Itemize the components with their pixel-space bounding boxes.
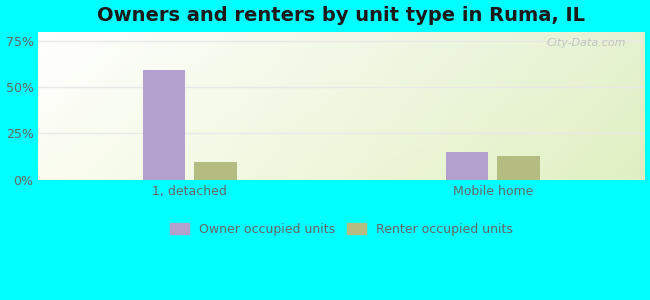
Bar (446, 152, 488, 180)
Bar (194, 161, 237, 180)
Bar (143, 70, 185, 180)
Text: City-Data.com: City-Data.com (547, 38, 626, 48)
Title: Owners and renters by unit type in Ruma, IL: Owners and renters by unit type in Ruma,… (98, 6, 586, 25)
Legend: Owner occupied units, Renter occupied units: Owner occupied units, Renter occupied un… (170, 223, 513, 236)
Bar (497, 156, 540, 180)
